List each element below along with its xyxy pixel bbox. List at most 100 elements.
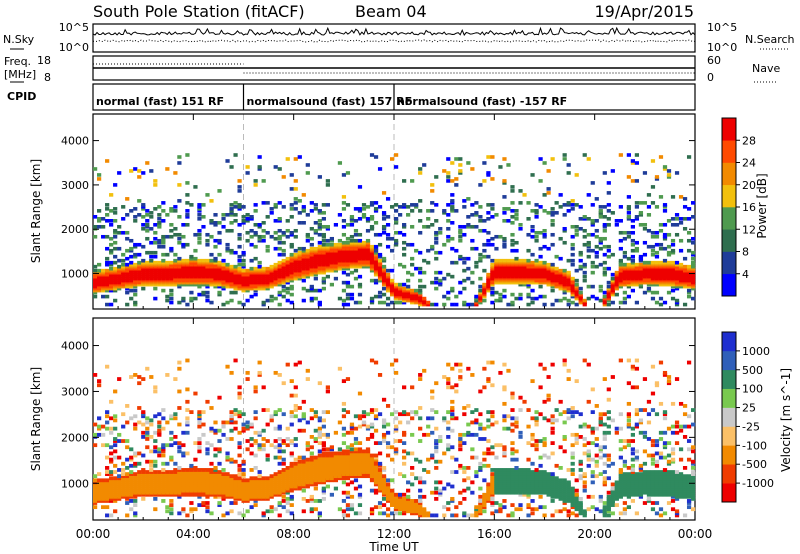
power-cell [381, 274, 387, 279]
velocity-cell [494, 488, 499, 493]
velocity-cell [333, 461, 339, 466]
power-cell [229, 284, 234, 289]
power-cell [373, 155, 379, 159]
velocity-cell [169, 503, 174, 507]
power-cell [321, 224, 326, 229]
power-cell [157, 282, 162, 287]
power-cell [606, 298, 611, 303]
power-cell [361, 260, 367, 265]
power-cell [345, 258, 351, 263]
velocity-cell [325, 457, 330, 462]
power-cell [213, 270, 218, 275]
velocity-cell [381, 488, 387, 493]
power-cell [109, 193, 114, 197]
power-cell [157, 268, 162, 273]
power-cell [281, 260, 286, 265]
power-cell [426, 248, 431, 253]
velocity-cell [385, 441, 391, 446]
velocity-cell [458, 463, 463, 468]
power-cell [574, 294, 579, 299]
velocity-cell [197, 492, 202, 497]
power-cell [690, 260, 696, 265]
power-cell [329, 266, 334, 271]
velocity-cell [361, 453, 367, 458]
power-cell [410, 272, 415, 277]
power-cell [389, 268, 395, 273]
power-cell [213, 266, 218, 271]
power-cell [542, 272, 547, 277]
power-cell [225, 262, 230, 267]
power-cell [261, 266, 266, 271]
velocity-cell [434, 513, 439, 518]
velocity-cell [389, 445, 395, 450]
power-cell [666, 268, 672, 273]
power-cell [161, 280, 166, 285]
velocity-cell [285, 509, 290, 514]
velocity-cell [217, 476, 222, 481]
power-cell [361, 248, 367, 253]
velocity-cell [117, 482, 122, 487]
velocity-cell [161, 447, 166, 452]
power-cell [402, 224, 407, 229]
velocity-cell [305, 463, 310, 468]
velocity-cell [345, 474, 351, 479]
velocity-cell [161, 492, 166, 497]
velocity-cell [321, 447, 326, 452]
power-cell [646, 244, 652, 249]
power-cell [402, 232, 407, 237]
power-cell [622, 268, 627, 273]
power-cell [442, 302, 447, 307]
power-cell [161, 272, 166, 277]
power-cell [297, 260, 302, 265]
velocity-cell [410, 416, 415, 421]
power-cell [133, 264, 138, 269]
power-cell [129, 282, 134, 287]
power-cell [97, 284, 102, 289]
velocity-cell [317, 455, 322, 460]
velocity-cell [474, 511, 479, 516]
velocity-cell [113, 426, 118, 431]
power-cell [446, 179, 451, 183]
power-cell [241, 284, 246, 289]
power-cell [594, 264, 599, 269]
power-cell [309, 226, 314, 231]
power-cell [149, 270, 154, 275]
power-cell [105, 276, 110, 281]
power-cell [213, 260, 218, 265]
power-cell [193, 232, 198, 237]
velocity-cell [161, 461, 166, 466]
velocity-cell [389, 362, 395, 367]
power-cell [321, 264, 326, 269]
power-cell [534, 238, 539, 243]
power-cell [225, 284, 230, 289]
velocity-cell [333, 486, 339, 491]
velocity-cell [381, 511, 387, 516]
power-cell [221, 217, 226, 221]
power-cell [377, 270, 383, 275]
power-cell [357, 248, 363, 253]
power-cell [658, 280, 664, 285]
velocity-cell [522, 472, 527, 476]
velocity-cell [498, 470, 503, 474]
power-cell [309, 268, 314, 273]
power-cell [341, 219, 347, 223]
power-cell [365, 262, 371, 267]
power-cell [526, 258, 531, 263]
velocity-cell [389, 501, 395, 505]
velocity-cell [277, 482, 282, 487]
power-cell [474, 264, 479, 269]
velocity-cell [145, 484, 150, 489]
velocity-cell [277, 501, 282, 505]
velocity-cell [466, 366, 471, 371]
power-cell [325, 260, 330, 265]
velocity-cell [165, 443, 170, 448]
velocity-cell [494, 490, 499, 495]
velocity-cell [293, 486, 298, 491]
power-cell [658, 222, 664, 227]
velocity-cell [490, 486, 495, 491]
velocity-cell [369, 435, 375, 439]
velocity-cell [301, 488, 306, 493]
velocity-cell [530, 507, 535, 512]
velocity-cell [462, 488, 467, 493]
power-cell [217, 264, 222, 269]
